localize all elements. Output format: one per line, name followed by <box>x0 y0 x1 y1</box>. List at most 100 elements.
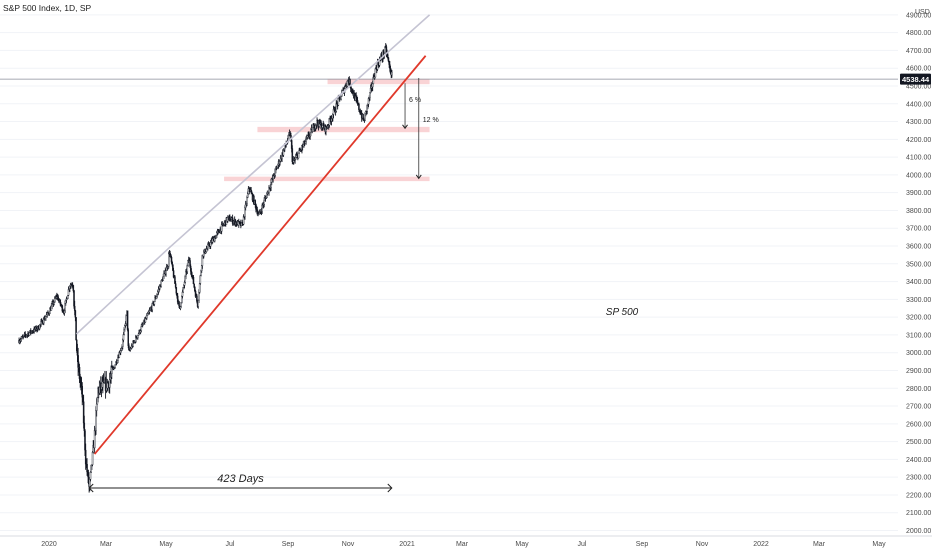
candle-body <box>312 127 314 132</box>
lower-trendline <box>93 55 427 455</box>
price-badge-text: 4538.44 <box>902 75 930 84</box>
candle-body <box>246 197 248 204</box>
candle-body <box>384 47 386 54</box>
candle-body <box>126 310 129 330</box>
y-tick-label: 4600.00 <box>906 66 931 73</box>
candle-body <box>89 471 92 480</box>
chart-label: SP 500 <box>606 307 639 318</box>
x-tick-label: Nov <box>342 541 355 548</box>
candle-body <box>72 285 75 291</box>
support-zone <box>224 176 430 182</box>
candle-body <box>199 275 202 284</box>
y-tick-label: 3700.00 <box>906 226 931 233</box>
pct-12-arrowhead <box>415 174 422 180</box>
candle-body <box>140 326 143 331</box>
candle-body <box>358 103 360 110</box>
trendlines <box>75 14 431 455</box>
x-tick-label: Mar <box>813 541 826 548</box>
y-tick-label: 4100.00 <box>906 155 931 162</box>
y-tick-label: 3200.00 <box>906 315 931 322</box>
upper-channel-line <box>75 14 431 335</box>
y-tick-label: 3000.00 <box>906 350 931 357</box>
price-axis-panel <box>898 0 932 536</box>
y-tick-label: 2800.00 <box>906 386 931 393</box>
currency-label: USD <box>915 9 930 16</box>
candle-body <box>45 316 47 319</box>
x-tick-label: Mar <box>100 541 113 548</box>
x-tick-label: May <box>159 541 173 548</box>
candle-body <box>209 242 212 247</box>
candle-body <box>346 80 349 87</box>
candle-body <box>160 280 162 287</box>
candle-body <box>153 301 156 305</box>
candle-body <box>137 335 139 338</box>
y-tick-label: 2100.00 <box>906 510 931 517</box>
y-tick-label: 3600.00 <box>906 244 931 251</box>
y-tick-label: 2700.00 <box>906 404 931 411</box>
annotations-layer: 423 Days SP 500 6 % 12 % <box>88 77 639 493</box>
candle-body <box>263 199 265 205</box>
y-tick-label: 2000.00 <box>906 528 931 535</box>
candle-body <box>87 472 90 484</box>
candle-body <box>371 83 374 88</box>
price-badge-box <box>900 73 931 85</box>
y-tick-label: 2600.00 <box>906 421 931 428</box>
candle-body <box>291 148 294 162</box>
candle-body <box>175 287 178 294</box>
y-tick-label: 3900.00 <box>906 190 931 197</box>
days-span-label: 423 Days <box>217 473 264 485</box>
y-tick-label: 3400.00 <box>906 279 931 286</box>
candle-body <box>174 283 177 288</box>
y-tick-label: 3800.00 <box>906 208 931 215</box>
y-tick-label: 2400.00 <box>906 457 931 464</box>
candle-body <box>369 92 371 98</box>
y-tick-label: 4800.00 <box>906 30 931 37</box>
price-candles <box>18 43 393 493</box>
x-tick-label: Sep <box>282 541 295 548</box>
candle-body <box>178 301 180 307</box>
days-span-arrowhead-left <box>88 483 94 493</box>
x-tick-label: Nov <box>696 541 709 548</box>
candle-body <box>171 262 173 265</box>
y-tick-label: 2300.00 <box>906 475 931 482</box>
candle-body <box>146 315 148 319</box>
pct-12-label: 12 % <box>423 117 439 124</box>
y-tick-label: 4900.00 <box>906 12 931 19</box>
candle-body <box>74 310 77 318</box>
candle-body <box>91 452 94 465</box>
candle-body <box>196 295 198 302</box>
y-tick-label: 3100.00 <box>906 332 931 339</box>
candle-body <box>125 315 127 324</box>
candle-body <box>295 156 297 160</box>
x-tick-label: Jul <box>226 541 235 548</box>
candle-body <box>297 152 300 159</box>
y-tick-label: 2900.00 <box>906 368 931 375</box>
y-tick-label: 4500.00 <box>906 83 931 90</box>
y-tick-label: 4200.00 <box>906 137 931 144</box>
pct-6-label: 6 % <box>409 97 421 104</box>
price-badge: 4538.44 <box>900 73 931 85</box>
candle-body <box>165 270 167 275</box>
candle-body <box>95 403 98 411</box>
y-tick-label: 2200.00 <box>906 492 931 499</box>
support-zone <box>257 126 430 133</box>
x-tick-label: 2020 <box>41 541 57 548</box>
candle-body <box>340 96 342 100</box>
x-tick-label: May <box>872 541 886 548</box>
price-axis[interactable]: 2000.00 2100.00 2200.00 2300.00 2400.00 2500.… <box>906 12 931 535</box>
x-tick-label: May <box>515 541 529 548</box>
y-tick-label: 4400.00 <box>906 101 931 108</box>
x-tick-label: 2022 <box>753 541 769 548</box>
y-tick-label: 2500.00 <box>906 439 931 446</box>
support-zone <box>327 78 430 85</box>
pct-6-arrowhead <box>402 124 408 130</box>
support-zones <box>224 78 430 182</box>
y-tick-label: 3300.00 <box>906 297 931 304</box>
x-tick-label: Jul <box>578 541 587 548</box>
time-axis[interactable]: 2020 Mar May Jul Sep Nov 2021 Mar May Jul Sep Nov 20… <box>0 535 932 548</box>
y-tick-label: 3500.00 <box>906 261 931 268</box>
chart-title: S&P 500 Index, 1D, SP <box>3 3 92 13</box>
y-tick-label: 4000.00 <box>906 172 931 179</box>
